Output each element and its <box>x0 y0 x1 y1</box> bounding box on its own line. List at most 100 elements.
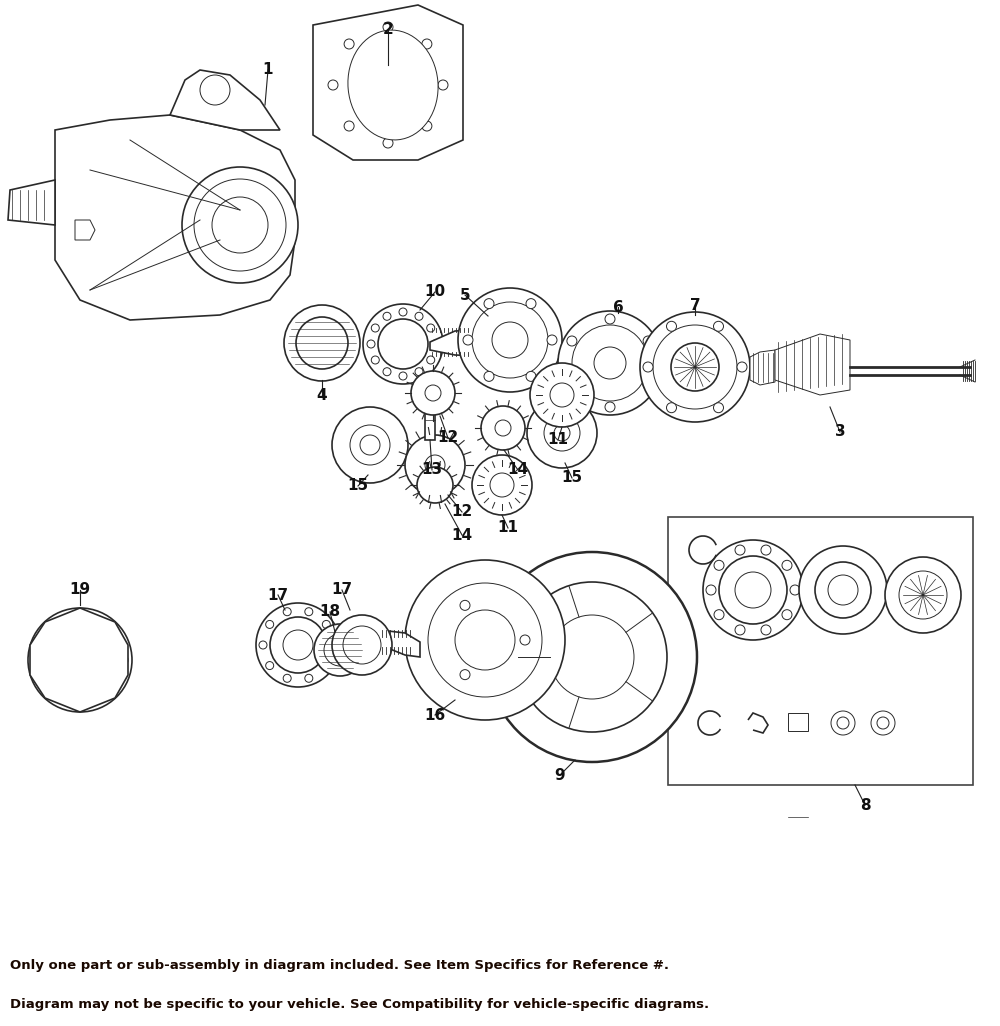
Bar <box>668 517 973 785</box>
Circle shape <box>415 367 423 376</box>
Circle shape <box>182 167 298 283</box>
Circle shape <box>761 625 771 635</box>
Text: 9: 9 <box>555 767 565 783</box>
Circle shape <box>567 380 577 390</box>
Circle shape <box>714 560 724 570</box>
Circle shape <box>344 121 354 131</box>
Circle shape <box>719 556 787 624</box>
Circle shape <box>405 560 565 720</box>
Circle shape <box>572 325 648 401</box>
Circle shape <box>112 652 128 668</box>
Circle shape <box>481 406 525 450</box>
Polygon shape <box>775 334 850 395</box>
Circle shape <box>640 312 750 422</box>
Text: 4: 4 <box>317 388 327 402</box>
Circle shape <box>643 336 653 346</box>
Text: 1: 1 <box>263 63 273 78</box>
Polygon shape <box>30 608 128 712</box>
Polygon shape <box>430 330 480 356</box>
Circle shape <box>735 573 771 608</box>
Circle shape <box>296 317 348 369</box>
Circle shape <box>885 557 961 633</box>
Circle shape <box>314 624 366 676</box>
Circle shape <box>28 608 132 712</box>
Circle shape <box>472 302 548 378</box>
Circle shape <box>32 652 48 668</box>
Circle shape <box>305 674 313 682</box>
Circle shape <box>643 362 653 372</box>
Circle shape <box>484 371 494 382</box>
Circle shape <box>72 611 88 628</box>
Circle shape <box>495 420 511 436</box>
Polygon shape <box>8 180 55 225</box>
Circle shape <box>737 362 747 372</box>
Text: 14: 14 <box>451 527 473 543</box>
Circle shape <box>383 139 393 148</box>
Text: 2: 2 <box>383 23 393 38</box>
Circle shape <box>270 617 326 673</box>
Circle shape <box>328 80 338 90</box>
Polygon shape <box>750 350 775 385</box>
Text: 15: 15 <box>347 478 369 494</box>
Circle shape <box>48 628 112 692</box>
Circle shape <box>831 711 855 735</box>
Circle shape <box>411 371 455 415</box>
Circle shape <box>706 585 716 595</box>
Circle shape <box>520 635 530 645</box>
Circle shape <box>371 324 379 332</box>
Circle shape <box>492 322 528 358</box>
Text: Diagram may not be specific to your vehicle. See Compatibility for vehicle-speci: Diagram may not be specific to your vehi… <box>10 998 709 1011</box>
Text: 19: 19 <box>69 583 91 597</box>
Circle shape <box>194 179 286 271</box>
Circle shape <box>554 425 570 441</box>
Circle shape <box>72 692 88 708</box>
Circle shape <box>305 607 313 616</box>
Circle shape <box>383 312 391 320</box>
Circle shape <box>526 371 536 382</box>
Circle shape <box>64 644 96 676</box>
Circle shape <box>332 407 408 483</box>
Circle shape <box>427 324 435 332</box>
Circle shape <box>782 609 792 620</box>
Circle shape <box>428 583 542 697</box>
Circle shape <box>735 625 745 635</box>
Circle shape <box>547 336 557 345</box>
Circle shape <box>530 363 594 427</box>
Circle shape <box>799 546 887 634</box>
Text: 12: 12 <box>451 505 473 519</box>
Circle shape <box>259 641 267 649</box>
Circle shape <box>425 455 445 475</box>
Text: 13: 13 <box>421 463 443 477</box>
Circle shape <box>671 343 719 391</box>
Text: 14: 14 <box>507 463 529 477</box>
Circle shape <box>594 347 626 379</box>
Circle shape <box>643 380 653 390</box>
Ellipse shape <box>348 30 438 140</box>
Text: 6: 6 <box>613 300 623 315</box>
Circle shape <box>383 367 391 376</box>
Circle shape <box>367 340 375 348</box>
Text: 5: 5 <box>460 287 470 303</box>
Text: 10: 10 <box>424 284 446 300</box>
Circle shape <box>460 670 470 679</box>
Circle shape <box>714 609 724 620</box>
Circle shape <box>322 621 330 629</box>
Circle shape <box>322 662 330 670</box>
Circle shape <box>212 197 268 253</box>
Text: 16: 16 <box>424 708 446 722</box>
Circle shape <box>550 383 574 407</box>
Circle shape <box>782 560 792 570</box>
Circle shape <box>463 336 473 345</box>
Circle shape <box>666 321 676 331</box>
Text: Only one part or sub-assembly in diagram included. See Item Specifics for Refere: Only one part or sub-assembly in diagram… <box>10 959 669 973</box>
Polygon shape <box>788 713 808 731</box>
Circle shape <box>828 575 858 605</box>
Circle shape <box>567 336 577 346</box>
Circle shape <box>605 402 615 412</box>
Circle shape <box>550 615 634 699</box>
Circle shape <box>425 385 441 401</box>
Circle shape <box>200 75 230 105</box>
Circle shape <box>735 545 745 555</box>
Polygon shape <box>75 220 95 240</box>
Circle shape <box>422 39 432 49</box>
